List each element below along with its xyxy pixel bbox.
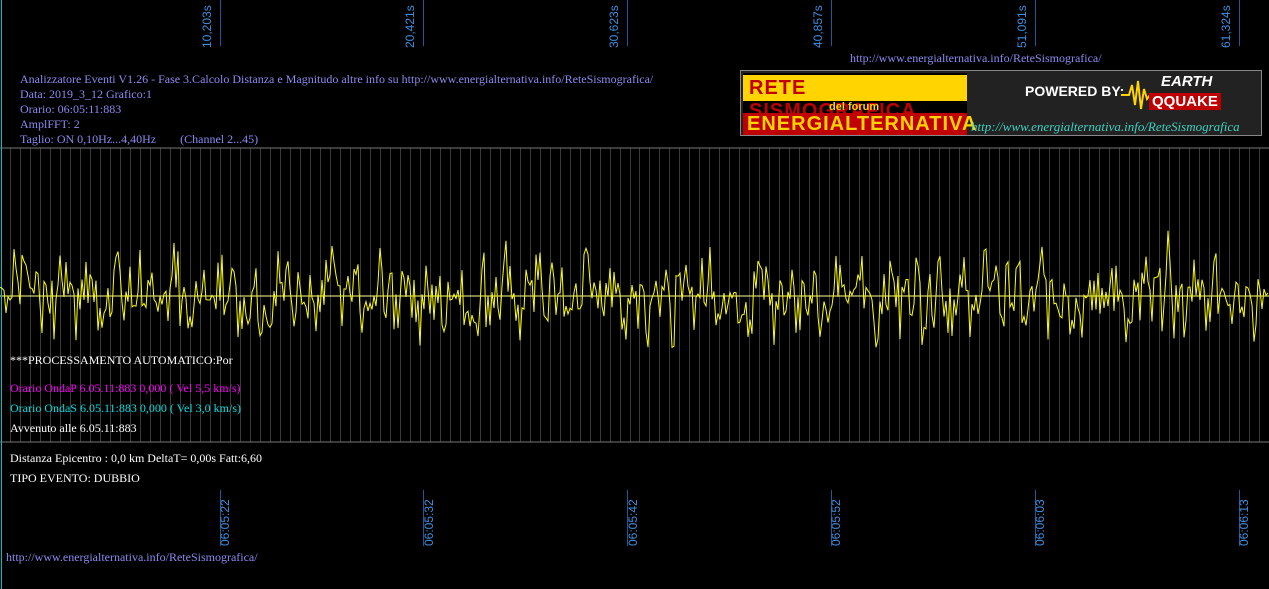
occurred-at: Avvenuto alle 6.05.11:883 bbox=[10, 421, 137, 435]
tick-marks bbox=[220, 0, 1240, 546]
top-tick-label: 40,857s bbox=[811, 5, 825, 48]
bottom-url[interactable]: http://www.energialternativa.info/ReteSi… bbox=[6, 550, 258, 564]
distance-info: Distanza Epicentro : 0,0 km DeltaT= 0,00… bbox=[10, 451, 263, 465]
logo-yellow-band bbox=[743, 75, 967, 101]
top-tick-label: 10,203s bbox=[200, 5, 214, 48]
logo-url[interactable]: http://www.energialternativa.info/ReteSi… bbox=[971, 119, 1240, 134]
rete-sismografica-logo[interactable]: RETE SISMOGRAFICA del forum ENERGIALTERN… bbox=[740, 70, 1262, 136]
info-block: Analizzatore Eventi V1.26 - Fase 3.Calco… bbox=[20, 72, 653, 147]
chart-grid bbox=[10, 148, 1260, 442]
logo-subtitle: del forum bbox=[829, 101, 880, 113]
bottom-tick-label: 06:05:22 bbox=[218, 499, 232, 546]
wave-p-info: Orario OndaP 6.05.11:883 0,000 ( Vel 5,5… bbox=[10, 381, 241, 395]
info-line-title: Analizzatore Eventi V1.26 - Fase 3.Calco… bbox=[20, 72, 654, 86]
logo-forum-name: ENERGIALTERNATIVA bbox=[747, 113, 978, 135]
info-line-ampl: AmplFFT: 2 bbox=[20, 117, 80, 131]
seismograph-icon bbox=[1121, 80, 1161, 110]
event-type: TIPO EVENTO: DUBBIO bbox=[10, 471, 140, 485]
top-tick-label: 61,324s bbox=[1219, 5, 1233, 48]
top-tick-label: 51,091s bbox=[1015, 5, 1029, 48]
bottom-tick-label: 06:06:13 bbox=[1237, 499, 1251, 546]
logo-red-band bbox=[743, 113, 967, 135]
info-line-date: Data: 2019_3_12 Grafico:1 bbox=[20, 87, 152, 101]
bottom-tick-label: 06:05:52 bbox=[829, 499, 843, 546]
bottom-tick-label: 06:06:03 bbox=[1033, 499, 1047, 546]
top-tick-label: 20,421s bbox=[403, 5, 417, 48]
logo-earth-text: EARTH bbox=[1161, 73, 1213, 90]
top-url[interactable]: http://www.energialternativa.info/ReteSi… bbox=[850, 51, 1102, 65]
seismic-trace bbox=[0, 230, 1269, 349]
logo-left-panel: RETE SISMOGRAFICA del forum ENERGIALTERN… bbox=[743, 73, 976, 135]
logo-quake-text: QQUAKE bbox=[1149, 93, 1221, 110]
info-line-filter: Taglio: ON 0,10Hz...4,40Hz (Channel 2...… bbox=[20, 132, 259, 146]
logo-powered-by: POWERED BY: bbox=[1025, 83, 1125, 99]
top-tick-label: 30,623s bbox=[607, 5, 621, 48]
processing-title: ***PROCESSAMENTO AUTOMATICO:Por bbox=[10, 353, 233, 367]
bottom-tick-label: 06:05:32 bbox=[422, 499, 436, 546]
info-line-time: Orario: 06:05:11:883 bbox=[20, 102, 122, 116]
wave-s-info: Orario OndaS 6.05.11:883 0,000 ( Vel 3,0… bbox=[10, 401, 241, 415]
bottom-tick-label: 06:05:42 bbox=[626, 499, 640, 546]
